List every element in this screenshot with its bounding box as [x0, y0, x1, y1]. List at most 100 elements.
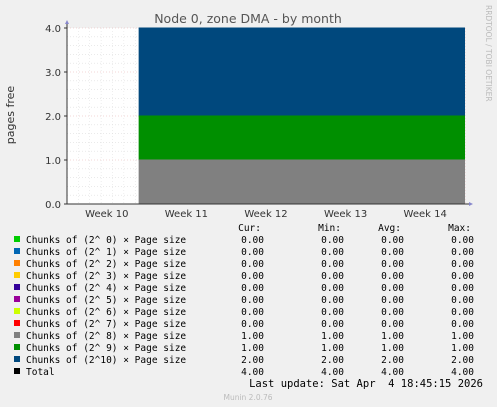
axes	[64, 20, 473, 206]
legend: Cur: Min: Avg: Max: Chunks of (2^ 0) × Page …	[14, 223, 474, 378]
legend-value-cur: 0.00	[241, 319, 264, 330]
legend-column-header: Min:	[318, 223, 341, 234]
last-update: Last update: Sat Apr 4 18:45:15 2026	[249, 378, 483, 390]
legend-column-header: Max:	[448, 223, 471, 234]
legend-series-name: Total	[26, 367, 55, 378]
legend-value-avg: 0.00	[381, 283, 404, 294]
y-tick-labels: 0.0 1.0 2.0 3.0 4.0	[45, 24, 61, 211]
legend-swatch	[14, 332, 20, 338]
legend-value-avg: 0.00	[381, 307, 404, 318]
legend-value-max: 0.00	[451, 307, 474, 318]
legend-value-cur: 4.00	[241, 367, 264, 378]
legend-value-min: 0.00	[321, 235, 344, 246]
area-segment	[138, 116, 465, 160]
legend-value-max: 0.00	[451, 283, 474, 294]
legend-value-min: 0.00	[321, 247, 344, 258]
legend-value-min: 0.00	[321, 283, 344, 294]
legend-value-min: 0.00	[321, 271, 344, 282]
legend-swatch	[14, 308, 20, 314]
legend-swatch	[14, 368, 20, 374]
legend-series-name: Chunks of (2^ 7) × Page size	[26, 319, 186, 330]
legend-series-name: Chunks of (2^ 0) × Page size	[26, 235, 186, 246]
legend-swatch	[14, 236, 20, 242]
legend-series-name: Chunks of (2^10) × Page size	[26, 355, 186, 366]
legend-series-name: Chunks of (2^ 3) × Page size	[26, 271, 186, 282]
y-tick-label: 0.0	[45, 200, 61, 211]
legend-value-max: 0.00	[451, 247, 474, 258]
legend-value-max: 2.00	[451, 355, 474, 366]
legend-value-cur: 0.00	[241, 247, 264, 258]
area-segment	[138, 28, 465, 116]
legend-swatch	[14, 344, 20, 350]
legend-value-min: 0.00	[321, 295, 344, 306]
x-tick-label: Week 10	[85, 209, 128, 220]
legend-value-cur: 0.00	[241, 235, 264, 246]
legend-value-avg: 0.00	[381, 319, 404, 330]
legend-value-min: 1.00	[321, 331, 344, 342]
legend-value-max: 0.00	[451, 259, 474, 270]
legend-value-avg: 4.00	[381, 367, 404, 378]
legend-value-cur: 0.00	[241, 259, 264, 270]
y-tick-label: 1.0	[45, 156, 61, 167]
y-tick-label: 2.0	[45, 112, 61, 123]
stacked-areas	[138, 27, 465, 204]
legend-column-header: Avg:	[378, 223, 401, 234]
legend-value-avg: 2.00	[381, 355, 404, 366]
legend-value-cur: 2.00	[241, 355, 264, 366]
legend-series-name: Chunks of (2^ 6) × Page size	[26, 307, 186, 318]
legend-value-avg: 0.00	[381, 295, 404, 306]
legend-value-min: 1.00	[321, 343, 344, 354]
legend-value-max: 0.00	[451, 271, 474, 282]
legend-value-cur: 0.00	[241, 295, 264, 306]
legend-swatch	[14, 296, 20, 302]
legend-value-cur: 1.00	[241, 331, 264, 342]
x-tick-label: Week 14	[404, 209, 447, 220]
y-axis-arrow	[65, 20, 69, 24]
legend-series-name: Chunks of (2^ 2) × Page size	[26, 259, 186, 270]
rrdtool-watermark: RRDTOOL / TOBI OETIKER	[484, 5, 493, 102]
y-tick-label: 3.0	[45, 68, 61, 79]
legend-swatch	[14, 248, 20, 254]
legend-value-min: 0.00	[321, 259, 344, 270]
legend-series-name: Chunks of (2^ 5) × Page size	[26, 295, 186, 306]
legend-value-min: 0.00	[321, 307, 344, 318]
legend-value-cur: 0.00	[241, 283, 264, 294]
legend-swatch	[14, 320, 20, 326]
legend-swatch	[14, 260, 20, 266]
legend-value-max: 1.00	[451, 331, 474, 342]
legend-series-name: Chunks of (2^ 1) × Page size	[26, 247, 186, 258]
legend-swatch	[14, 284, 20, 290]
legend-value-min: 2.00	[321, 355, 344, 366]
chart-title: Node 0, zone DMA - by month	[154, 11, 342, 26]
legend-column-header: Cur:	[238, 223, 261, 234]
legend-value-avg: 1.00	[381, 331, 404, 342]
legend-series-name: Chunks of (2^ 9) × Page size	[26, 343, 186, 354]
legend-value-max: 1.00	[451, 343, 474, 354]
x-tick-label: Week 13	[324, 209, 367, 220]
munin-version: Munin 2.0.76	[223, 393, 272, 402]
x-axis-arrow	[469, 202, 473, 206]
legend-swatch	[14, 356, 20, 362]
legend-swatch	[14, 272, 20, 278]
legend-value-avg: 0.00	[381, 271, 404, 282]
legend-value-avg: 1.00	[381, 343, 404, 354]
legend-value-max: 0.00	[451, 235, 474, 246]
x-tick-labels: Week 10 Week 11 Week 12 Week 13 Week 14	[85, 209, 447, 220]
legend-value-min: 4.00	[321, 367, 344, 378]
legend-value-cur: 0.00	[241, 307, 264, 318]
legend-series-name: Chunks of (2^ 4) × Page size	[26, 283, 186, 294]
legend-value-max: 4.00	[451, 367, 474, 378]
x-tick-label: Week 11	[165, 209, 208, 220]
legend-series-name: Chunks of (2^ 8) × Page size	[26, 331, 186, 342]
x-tick-label: Week 12	[244, 209, 287, 220]
area-segment	[138, 160, 465, 204]
legend-value-avg: 0.00	[381, 259, 404, 270]
legend-value-max: 0.00	[451, 319, 474, 330]
legend-value-cur: 0.00	[241, 271, 264, 282]
legend-value-max: 0.00	[451, 295, 474, 306]
legend-value-cur: 1.00	[241, 343, 264, 354]
legend-value-avg: 0.00	[381, 235, 404, 246]
y-axis-label: pages free	[4, 86, 17, 145]
y-tick-label: 4.0	[45, 24, 61, 35]
